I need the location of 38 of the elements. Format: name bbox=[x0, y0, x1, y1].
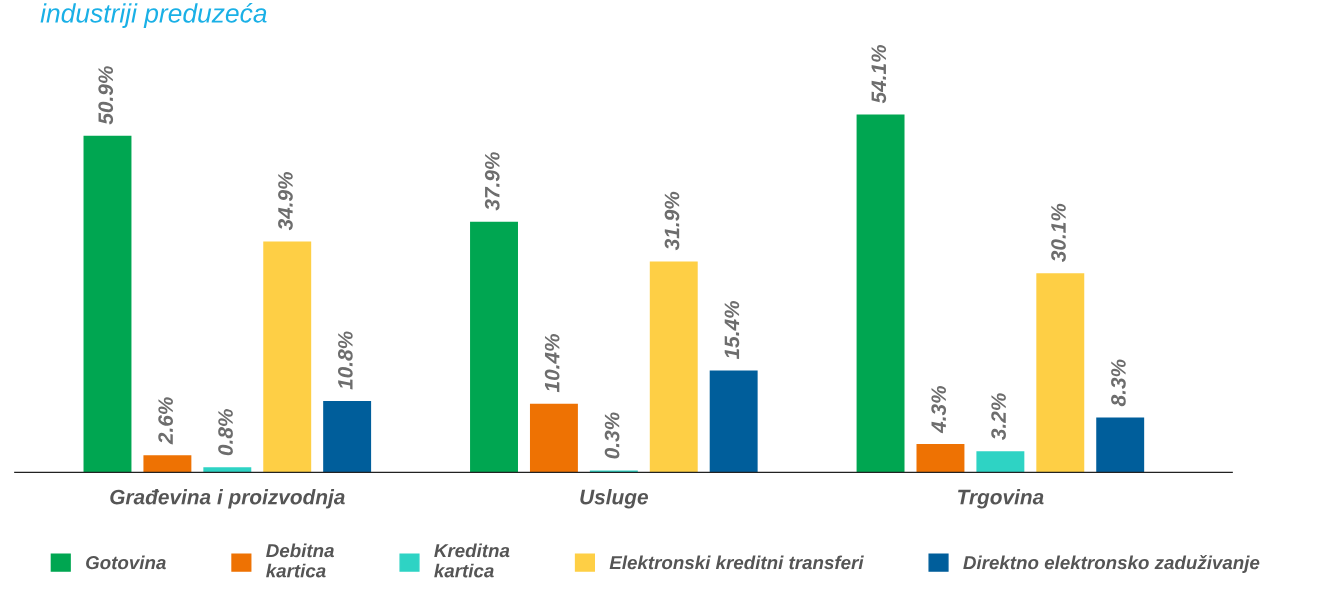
legend-label: Direktno elektronsko zaduživanje bbox=[963, 555, 1260, 573]
data-label: 50.9% bbox=[98, 66, 114, 125]
bar bbox=[916, 443, 965, 473]
data-label: 30.1% bbox=[1051, 203, 1066, 263]
bar bbox=[976, 451, 1025, 473]
bar bbox=[470, 221, 518, 473]
data-label: 3.2% bbox=[991, 393, 1006, 440]
bar bbox=[529, 403, 578, 473]
data-label: 0.3% bbox=[604, 412, 620, 459]
legend-label: Elektronski kreditni transferi bbox=[609, 555, 864, 570]
data-label: 15.4% bbox=[724, 300, 740, 360]
x-tick-label: Trgovina bbox=[958, 489, 1044, 509]
legend-label: Gotovina bbox=[86, 555, 166, 570]
bar bbox=[83, 135, 132, 473]
legend-label: Debitna kartica bbox=[266, 543, 334, 578]
bar bbox=[1036, 273, 1085, 473]
data-label: 4.3% bbox=[931, 385, 947, 434]
bar bbox=[323, 400, 372, 473]
data-label: 10.8% bbox=[337, 331, 353, 390]
data-label: 0.8% bbox=[218, 409, 233, 456]
bar bbox=[203, 467, 252, 473]
x-tick-label: Usluge bbox=[580, 489, 648, 509]
bar bbox=[709, 370, 758, 473]
x-tick-label: Građevina i proizvodnja bbox=[110, 489, 345, 509]
data-label: 10.4% bbox=[544, 334, 560, 393]
bar bbox=[143, 455, 192, 473]
chart-title: industriji preduzeća bbox=[40, 2, 267, 28]
data-label: 8.3% bbox=[1111, 359, 1126, 407]
data-label: 54.1% bbox=[871, 45, 887, 104]
bar bbox=[856, 114, 905, 473]
data-label: 2.6% bbox=[158, 397, 173, 445]
data-label: 31.9% bbox=[664, 191, 680, 251]
bar bbox=[263, 241, 312, 473]
data-label: 37.9% bbox=[484, 152, 500, 211]
data-label: 34.9% bbox=[278, 171, 293, 231]
bar bbox=[1096, 417, 1145, 473]
legend-label: Kreditna kartica bbox=[434, 543, 510, 578]
bar bbox=[649, 261, 698, 473]
